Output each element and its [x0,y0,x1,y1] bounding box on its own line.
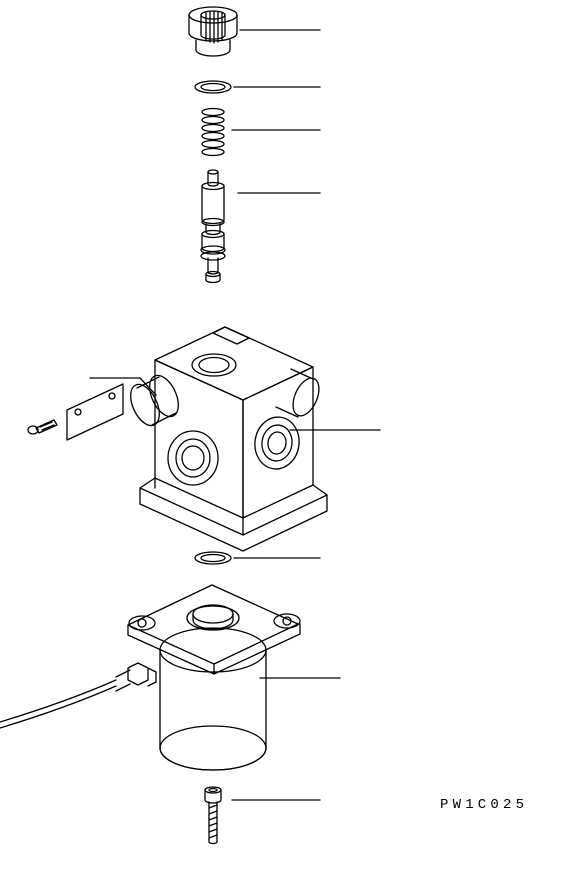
spool-part [201,170,225,283]
valve-body-part [125,327,327,551]
plug-part [189,7,237,56]
name-plate-part [67,384,123,440]
solenoid-part [0,585,300,770]
o-ring-top [195,81,231,93]
name-plate-leader-seg2 [140,378,156,395]
spring-part [202,109,224,156]
leader-lines [90,30,380,800]
o-ring-middle [195,552,231,564]
exploded-view-diagram: PW1C025 [0,0,562,879]
bolt-part [205,787,221,844]
drawing-id-label: PW1C025 [440,797,528,813]
rivet-part [28,420,57,434]
